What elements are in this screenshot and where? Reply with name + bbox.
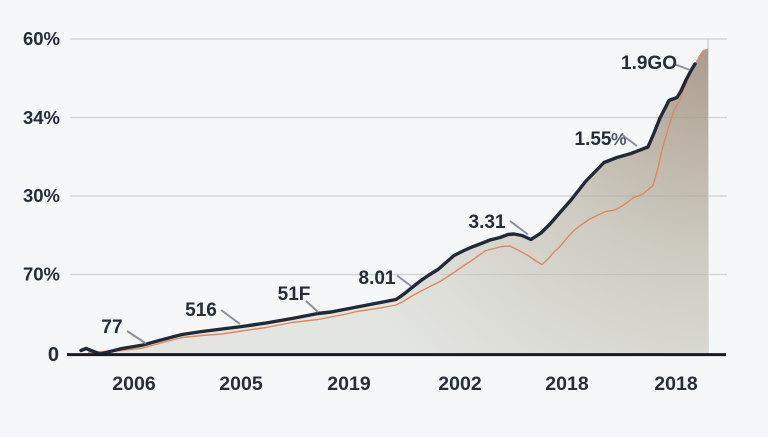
svg-text:516: 516: [185, 300, 217, 321]
svg-text:1.9GO: 1.9GO: [621, 53, 677, 74]
svg-text:2019: 2019: [327, 373, 371, 395]
svg-text:34%: 34%: [23, 107, 60, 128]
svg-text:30%: 30%: [23, 185, 60, 206]
svg-text:2002: 2002: [438, 373, 482, 395]
svg-text:2006: 2006: [112, 373, 156, 395]
svg-text:77: 77: [101, 317, 122, 338]
svg-text:51F: 51F: [278, 284, 311, 305]
svg-text:2005: 2005: [219, 373, 263, 395]
svg-text:60%: 60%: [23, 28, 60, 49]
svg-text:70%: 70%: [23, 264, 60, 285]
svg-text:2018: 2018: [545, 373, 589, 395]
svg-text:2018: 2018: [654, 373, 698, 395]
svg-text:3.31: 3.31: [469, 212, 506, 233]
svg-text:0: 0: [48, 344, 59, 366]
svg-text:8.01: 8.01: [359, 268, 396, 289]
svg-text:%: %: [611, 129, 627, 149]
svg-text:1.55: 1.55: [575, 129, 612, 150]
